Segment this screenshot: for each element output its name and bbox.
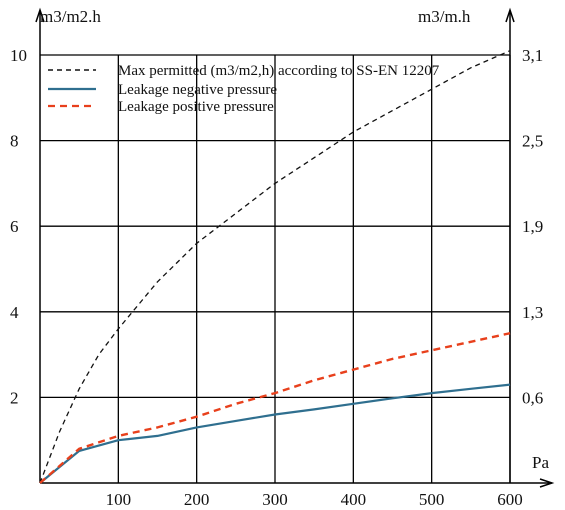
x-tick-label: 300 — [262, 490, 288, 509]
left-y-tick-label: 10 — [10, 46, 27, 65]
tick-labels: 2 4 6 8 10 100 200 300 400 500 600 0,6 1,3 1,9 2,5 3,1 — [10, 46, 543, 509]
left-y-tick-label: 2 — [10, 388, 19, 407]
x-axis-title: Pa — [532, 453, 549, 472]
right-y-tick-label: 3,1 — [522, 46, 543, 65]
x-tick-label: 400 — [341, 490, 367, 509]
left-y-axis-arrow — [35, 7, 45, 23]
x-tick-label: 500 — [419, 490, 445, 509]
series-line-positive-pressure — [39, 332, 511, 484]
left-y-tick-label: 6 — [10, 217, 19, 236]
grid-lines — [40, 54, 511, 483]
x-tick-label: 100 — [106, 490, 132, 509]
x-tick-label: 600 — [497, 490, 523, 509]
series-line-negative-pressure — [39, 383, 511, 484]
right-y-axis-arrow — [505, 7, 515, 23]
axes — [35, 7, 555, 488]
right-axis-title: m3/m.h — [418, 7, 471, 26]
left-y-tick-label: 4 — [10, 303, 19, 322]
legend-label-negative: Leakage negative pressure — [118, 82, 277, 98]
legend-label-positive: Leakage positive pressure — [118, 99, 274, 115]
legend: Max permitted (m3/m2,h) according to SS-… — [48, 63, 440, 115]
right-y-tick-label: 2,5 — [522, 132, 543, 151]
x-tick-label: 200 — [184, 490, 210, 509]
left-axis-title: m3/m2.h — [40, 7, 101, 26]
left-y-tick-label: 8 — [10, 132, 19, 151]
right-y-tick-label: 0,6 — [522, 388, 543, 407]
legend-label-max-permitted: Max permitted (m3/m2,h) according to SS-… — [118, 63, 440, 79]
x-axis-arrow — [539, 478, 555, 488]
right-y-tick-label: 1,3 — [522, 303, 543, 322]
data-series — [39, 50, 511, 484]
right-y-tick-label: 1,9 — [522, 217, 543, 236]
